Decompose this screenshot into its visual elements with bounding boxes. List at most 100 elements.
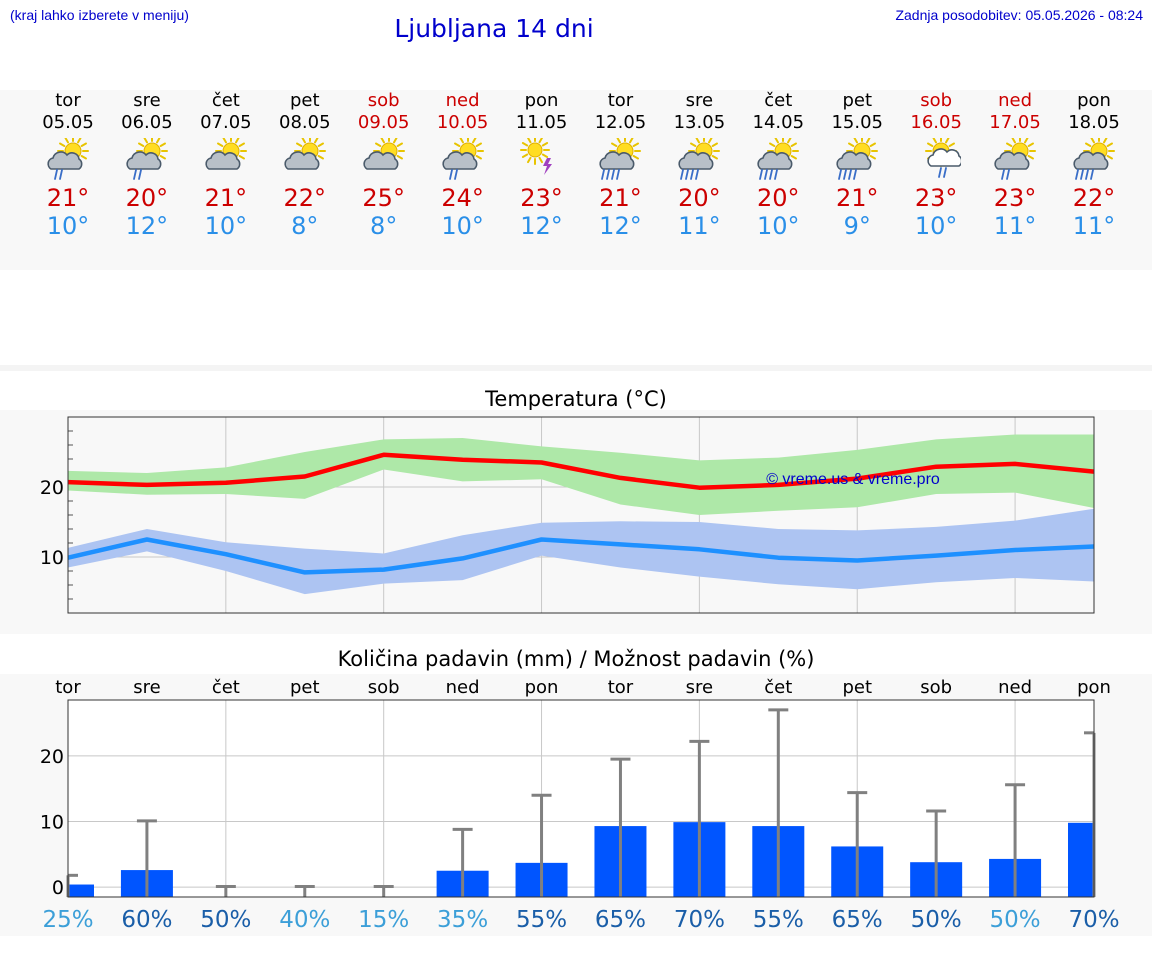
sun-cloud-icon xyxy=(205,138,247,170)
day-column: sre 13.05 20° 11° xyxy=(660,90,739,240)
min-temperature: 10° xyxy=(46,212,90,240)
day-name: pon xyxy=(524,90,559,111)
max-temperature: 25° xyxy=(362,184,405,212)
day-date: 09.05 xyxy=(357,112,410,133)
max-temperature-line xyxy=(67,452,1095,490)
day-date: 14.05 xyxy=(752,112,805,133)
day-name: sob xyxy=(367,90,400,111)
rain-drop xyxy=(54,169,58,180)
day-date: 05.05 xyxy=(42,112,94,133)
day-column: pet 15.05 21° 9° xyxy=(818,90,897,240)
x-category-label: sob xyxy=(920,677,952,698)
x-category-label: ned xyxy=(998,677,1032,698)
max-temperature-range-band xyxy=(68,434,1094,515)
rain-drop xyxy=(680,169,685,180)
sun-ray xyxy=(769,142,776,147)
section-separator xyxy=(0,365,1152,371)
sun-ray xyxy=(853,138,859,144)
sun-ray xyxy=(374,142,382,147)
precipitation-chance-label: 35% xyxy=(437,907,488,933)
y-tick-label: 20 xyxy=(40,477,64,499)
cloud-shape xyxy=(1073,151,1109,170)
last-update: Zadnja posodobitev: 05.05.2026 - 08:24 xyxy=(895,7,1143,23)
day-date: 07.05 xyxy=(200,112,252,133)
min-temperature: 12° xyxy=(599,212,642,240)
rain-drop xyxy=(838,169,843,180)
sun-ray xyxy=(317,155,324,160)
sun-ray xyxy=(137,142,145,147)
day-name: čet xyxy=(764,90,793,111)
sun-ray xyxy=(526,138,532,144)
precipitation-chance-label: 60% xyxy=(121,907,172,933)
max-temperature: 22° xyxy=(283,184,327,212)
day-date: 12.05 xyxy=(594,112,647,133)
precipitation-chance-label: 65% xyxy=(832,907,883,933)
day-date: 06.05 xyxy=(121,112,173,133)
y-tick-label: 0 xyxy=(52,877,64,899)
sun-ray xyxy=(521,142,528,147)
cloud-shape xyxy=(678,151,714,170)
sun-ray xyxy=(155,138,161,144)
rain-drop xyxy=(759,169,764,180)
sun-thunder-icon xyxy=(519,138,552,175)
rain-drop xyxy=(59,169,63,180)
day-column: ned 10.05 24° 10° xyxy=(423,90,502,240)
day-date: 10.05 xyxy=(436,112,489,133)
day-date: 16.05 xyxy=(910,112,962,133)
sun-ray xyxy=(1024,138,1029,144)
sun-ray xyxy=(611,142,618,147)
min-temperature: 11° xyxy=(1072,212,1116,240)
sun-ray xyxy=(541,153,548,158)
day-name: ned xyxy=(998,90,1033,111)
sun-ray xyxy=(1027,142,1035,147)
sun-ray xyxy=(869,155,877,160)
weather-icon xyxy=(284,138,326,170)
day-date: 11.05 xyxy=(515,112,568,133)
day-column: tor 05.05 21° 10° xyxy=(29,90,108,240)
watermark-text: © vreme.us & vreme.pro xyxy=(766,471,940,488)
daily-forecast-strip: tor 05.05 21° 10° sre 06.05 20° 12° čet 07.05 21° 1… xyxy=(0,90,1152,270)
precipitation-chance-label: 50% xyxy=(990,907,1041,933)
y-tick-label: 20 xyxy=(40,746,64,768)
cloud-shape xyxy=(757,151,793,170)
min-temperature: 12° xyxy=(520,212,563,240)
rain-drop xyxy=(611,169,616,180)
sun-ray xyxy=(526,156,532,164)
day-date: 18.05 xyxy=(1068,112,1120,133)
min-temperature: 10° xyxy=(441,212,484,240)
day-name: sob xyxy=(920,90,953,111)
sun-ray xyxy=(708,138,713,144)
x-category-label: tor xyxy=(55,677,81,698)
sun-ray xyxy=(616,138,622,144)
x-category-label: pon xyxy=(1077,677,1111,698)
sun-ray xyxy=(64,138,69,144)
min-temperature: 10° xyxy=(914,212,958,240)
rain-drop xyxy=(774,169,779,180)
sun-cloud-heavy-rain-icon xyxy=(1073,138,1115,180)
sun-ray xyxy=(392,138,398,144)
sun-white-cloud-rain-icon xyxy=(925,138,962,178)
sun-ray xyxy=(633,155,640,160)
x-category-label: tor xyxy=(608,677,634,698)
sun-ray xyxy=(459,138,464,144)
sun-ray xyxy=(695,138,701,144)
precipitation-chance-label: 70% xyxy=(674,907,725,933)
precipitation-chart-title: Količina padavin (mm) / Možnost padavin … xyxy=(337,647,815,671)
sun-ray xyxy=(317,142,324,147)
x-category-label: sre xyxy=(686,677,713,698)
sun-ray xyxy=(1085,142,1092,147)
sun-ray xyxy=(80,142,87,147)
sun-ray xyxy=(1011,138,1017,144)
cloud-shape xyxy=(47,151,83,170)
rain-drop xyxy=(601,169,606,180)
max-temperature: 22° xyxy=(1072,184,1116,212)
weather-icon xyxy=(519,138,552,175)
day-column: ned 17.05 23° 11° xyxy=(976,90,1055,240)
precipitation-bar xyxy=(1068,822,1094,897)
weather-icon xyxy=(205,138,247,170)
cloud-shape xyxy=(205,151,241,170)
rain-drop xyxy=(133,169,137,180)
sun-ray xyxy=(633,142,640,147)
weather-icon xyxy=(126,138,168,180)
sun-cloud-heavy-rain-icon xyxy=(678,138,721,180)
